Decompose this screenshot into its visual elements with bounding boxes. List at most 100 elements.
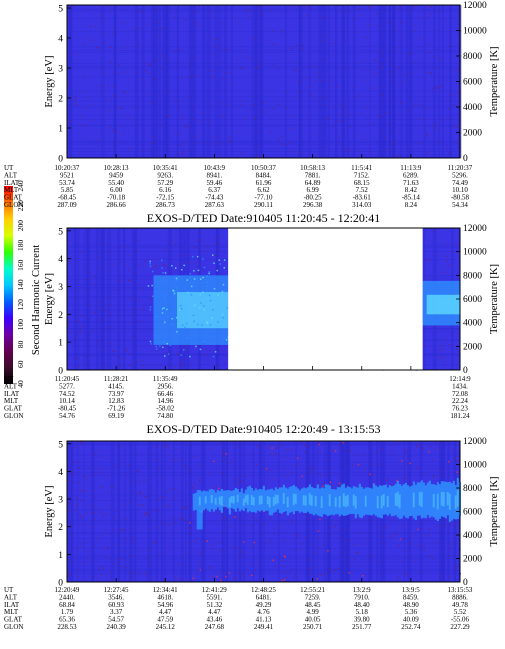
table-cell: 6.62 — [257, 186, 270, 194]
table-cell: 12:14:9 — [449, 375, 471, 383]
y-axis-label: Energy [eV] — [44, 56, 55, 108]
y-axis-label: Energy [eV] — [44, 486, 55, 538]
x-axis — [66, 578, 461, 582]
table-cell: -77.10 — [254, 194, 273, 202]
table-cell: 240.39 — [107, 623, 127, 631]
table-cell: 13:15:53 — [448, 586, 473, 594]
y-axis-right: 0 2000 4000 6000 8000 10000 12000 Temperature [… — [456, 1, 500, 164]
y-right-tick-label: 4000 — [463, 531, 482, 541]
table-cell: 8.42 — [405, 186, 418, 194]
table-cell: 6.00 — [110, 186, 123, 194]
table-cell: 74.80 — [157, 412, 173, 420]
table-cell: -72.15 — [156, 194, 175, 202]
table-row-label: GLON — [4, 201, 23, 209]
y-right-tick-label: 6000 — [463, 508, 482, 518]
table-cell: -55.06 — [451, 616, 470, 624]
y-right-tick-label: 0 — [463, 578, 468, 588]
y-right-tick-label: 8000 — [463, 52, 482, 62]
table-cell: 4.76 — [257, 608, 270, 616]
table-cell: 2956. — [157, 382, 173, 390]
y-axis-right: 0 2000 4000 6000 8000 10000 12000 Temperature [… — [456, 224, 500, 376]
table-cell: 290.11 — [254, 201, 273, 209]
table-cell: 7.52 — [356, 186, 369, 194]
y-tick-label: 1 — [58, 551, 63, 561]
y-right-tick-label: 8000 — [463, 271, 482, 281]
y-right-axis-label: Temperature [K] — [489, 46, 500, 116]
table-cell: 8459. — [403, 593, 419, 601]
y-tick-label: 4 — [58, 35, 63, 45]
table-cell: 247.68 — [205, 623, 225, 631]
table-cell: 250.71 — [303, 623, 323, 631]
table-cell: 43.46 — [207, 616, 223, 624]
y-right-tick-label: 4000 — [463, 103, 482, 113]
table-cell: 287.09 — [57, 201, 77, 209]
y-tick-label: 5 — [58, 227, 63, 237]
heatmap-speckles — [67, 5, 461, 159]
table-cell: -80.58 — [451, 194, 470, 202]
y-right-tick-label: 6000 — [463, 78, 482, 88]
table-cell: 10:20:37 — [55, 164, 80, 172]
colorbar-label: Second Harmonic Current — [31, 245, 42, 355]
y-right-tick-label: 6000 — [463, 295, 482, 305]
table-row-label: MLT — [4, 186, 19, 194]
table-cell: 61.96 — [256, 179, 272, 187]
y-tick-label: 5 — [58, 440, 63, 450]
table-cell: 64.89 — [305, 179, 321, 187]
table-cell: 11:28:21 — [104, 375, 129, 383]
heatmap-texture — [67, 5, 462, 158]
y-axis-label: Energy [eV] — [44, 273, 55, 325]
table-row-label: GLON — [4, 412, 23, 420]
table-cell: 10.10 — [452, 186, 468, 194]
table-cell: 60.93 — [108, 601, 124, 609]
y-axis-left: 0 1 2 3 4 5 Energy [eV] — [44, 227, 71, 377]
table-row-label: GLAT — [4, 194, 23, 202]
table-cell: 6.37 — [208, 186, 221, 194]
table-cell: 48.90 — [403, 601, 419, 609]
table-cell: -74.43 — [205, 194, 224, 202]
data-gap — [228, 228, 423, 370]
panel-title: EXOS-D/TED Date:910405 11:20:45 - 12:20:… — [147, 211, 381, 225]
table-cell: -85.14 — [402, 194, 421, 202]
table-row-label: ALT — [4, 171, 18, 179]
y-tick-label: 4 — [58, 255, 63, 265]
table-cell: 54.76 — [59, 412, 75, 420]
x-axis — [66, 154, 461, 158]
y-right-tick-label: 10000 — [463, 461, 487, 471]
colorbar-tick-label: 40 — [16, 380, 25, 388]
colorbar-tick-label: 100 — [16, 319, 25, 331]
table-cell: 10:35:41 — [153, 164, 178, 172]
table-cell: 12:34:41 — [153, 586, 178, 594]
table-cell: 40.09 — [403, 616, 419, 624]
table-cell: 47.59 — [157, 616, 173, 624]
table-row-label: UT — [4, 586, 14, 594]
table-cell: 10:28:13 — [104, 164, 129, 172]
y-tick-label: 1 — [58, 125, 63, 135]
table-cell: -58.02 — [156, 405, 175, 413]
ephemeris-table: UT 11:20:45 11:28:21 11:35:49 12:14:9 ALT 5277… — [4, 375, 471, 420]
table-cell: 8886. — [452, 593, 468, 601]
table-cell: 251.77 — [352, 623, 372, 631]
table-row-label: ALT — [4, 593, 18, 601]
y-right-tick-label: 10000 — [463, 27, 487, 37]
table-row-label: UT — [4, 164, 14, 172]
colorbar-tick-label: 120 — [16, 299, 25, 311]
table-cell: 8484. — [256, 171, 272, 179]
table-cell: 4145. — [108, 382, 124, 390]
table-cell: 40.05 — [305, 616, 321, 624]
table-cell: 12.83 — [108, 397, 124, 405]
table-cell: 245.12 — [156, 623, 176, 631]
table-cell: 10:58:13 — [300, 164, 325, 172]
table-cell: 6481. — [256, 593, 272, 601]
y-tick-label: 0 — [58, 155, 63, 165]
table-cell: 5.85 — [61, 186, 74, 194]
table-cell: 73.97 — [108, 390, 124, 398]
table-cell: 51.32 — [207, 601, 223, 609]
panel-1: EXOS-D/TED Date:910405 10:20:37 - 11:20:… — [4, 1, 500, 209]
heatmap-feature — [192, 478, 461, 530]
table-cell: 10.14 — [59, 397, 75, 405]
table-row-label: GLAT — [4, 616, 23, 624]
y-right-axis-label: Temperature [K] — [489, 264, 500, 334]
table-cell: 54.96 — [157, 601, 173, 609]
y-axis-left: 0 1 2 3 4 5 Energy [eV] — [44, 440, 71, 589]
